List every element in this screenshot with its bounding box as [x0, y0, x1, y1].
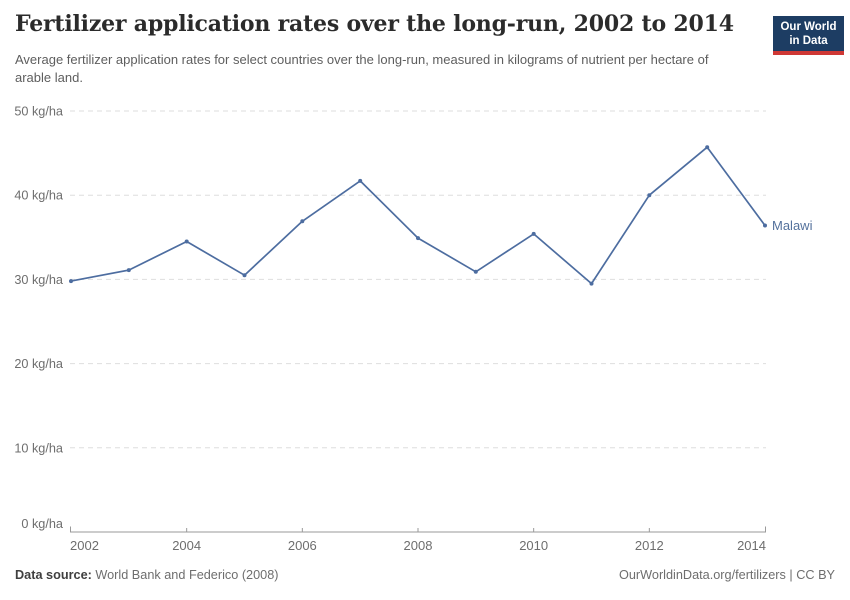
series-end-label[interactable]: Malawi	[772, 218, 813, 233]
data-point[interactable]	[242, 273, 247, 278]
chart-subtitle: Average fertilizer application rates for…	[15, 52, 709, 85]
data-line-malawi[interactable]	[70, 146, 766, 285]
owid-logo[interactable]: Our World in Data	[773, 16, 844, 56]
data-point[interactable]	[763, 223, 767, 228]
data-point[interactable]	[531, 231, 536, 236]
x-axis-tick-label: 2012	[635, 538, 664, 553]
chart-title: Fertilizer application rates over the lo…	[15, 11, 734, 37]
x-axis-tick-label: 2002	[70, 538, 99, 553]
data-point[interactable]	[184, 239, 189, 244]
y-axis-tick-label: 0 kg/ha	[21, 517, 64, 531]
owid-logo-line2: in Data	[789, 35, 828, 48]
data-source-value: World Bank and Federico (2008)	[91, 568, 279, 582]
data-point[interactable]	[300, 219, 305, 224]
attribution-link[interactable]: OurWorldinData.org/fertilizers | CC BY	[619, 568, 835, 582]
data-point[interactable]	[473, 269, 478, 274]
chart-footer: Data source: World Bank and Federico (20…	[15, 568, 835, 582]
data-point[interactable]	[589, 281, 594, 286]
owid-logo-line1: Our World	[780, 21, 837, 33]
y-axis-tick-label: 10 kg/ha	[14, 441, 64, 455]
data-source-label: Data source:	[15, 568, 92, 582]
data-point[interactable]	[705, 145, 710, 150]
x-axis-tick-label: 2008	[404, 538, 433, 553]
data-point[interactable]	[358, 178, 363, 183]
y-axis-tick-label: 20 kg/ha	[14, 357, 64, 371]
data-point[interactable]	[416, 236, 420, 241]
x-axis-tick-label: 2006	[288, 538, 317, 553]
data-point[interactable]	[69, 279, 73, 284]
data-source-note: Data source: World Bank and Federico (20…	[15, 568, 279, 582]
y-axis-tick-label: 50 kg/ha	[14, 105, 64, 119]
data-point[interactable]	[126, 268, 131, 273]
x-axis-tick-label: 2014	[737, 538, 766, 553]
x-axis-tick-label: 2010	[519, 538, 548, 553]
y-axis-tick-label: 30 kg/ha	[14, 273, 64, 287]
line-chart: 0 kg/ha 10 kg/ha 20 kg/ha 30 kg/ha 40 kg/ha 5…	[14, 105, 813, 554]
x-axis-tick-label: 2004	[172, 538, 201, 553]
y-axis-tick-label: 40 kg/ha	[14, 189, 64, 203]
data-point[interactable]	[647, 193, 652, 198]
